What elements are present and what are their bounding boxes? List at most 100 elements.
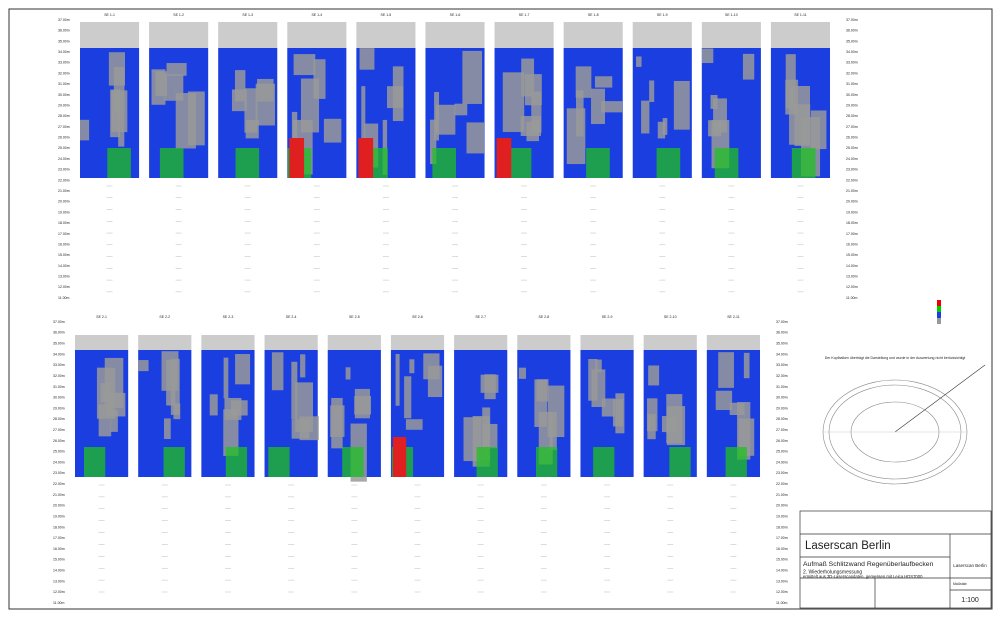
depth-label: 32.00m bbox=[58, 71, 70, 75]
scan-patch bbox=[649, 80, 655, 102]
scan-patch bbox=[591, 88, 605, 125]
scan-patch bbox=[289, 138, 305, 178]
scan-patch bbox=[641, 100, 650, 134]
head bbox=[149, 22, 209, 48]
scan-patch bbox=[729, 402, 745, 416]
scan-patch bbox=[293, 54, 316, 76]
scan-patch bbox=[588, 359, 598, 401]
depth-label: 19.00m bbox=[53, 514, 65, 518]
depth-label: 16.00m bbox=[53, 547, 65, 551]
depth-label: 20.00m bbox=[58, 200, 70, 204]
scan-patch bbox=[594, 76, 613, 88]
color-legend bbox=[937, 300, 941, 324]
head bbox=[80, 22, 140, 48]
depth-label: 27.00m bbox=[846, 125, 858, 129]
depth-label: 23.00m bbox=[58, 168, 70, 172]
scan-patch bbox=[647, 414, 656, 440]
depth-label: 32.00m bbox=[846, 71, 858, 75]
depth-label: 25.00m bbox=[58, 146, 70, 150]
scan-patch bbox=[666, 406, 686, 446]
head bbox=[701, 22, 761, 48]
scan-patch bbox=[96, 367, 116, 419]
head bbox=[770, 22, 830, 48]
depth-label: 14.00m bbox=[776, 568, 788, 572]
panel-label: SE 2-4 bbox=[286, 315, 297, 319]
depth-label: 32.00m bbox=[53, 374, 65, 378]
scan-patch bbox=[244, 88, 258, 133]
depth-label: 29.00m bbox=[776, 406, 788, 410]
panel-label: SE 2-11 bbox=[727, 315, 739, 319]
head bbox=[390, 335, 445, 350]
depth-label: 11.00m bbox=[58, 296, 69, 300]
panel-label: SE 2-2 bbox=[159, 315, 170, 319]
depth-label: 28.00m bbox=[58, 114, 70, 118]
scan-patch bbox=[601, 398, 615, 417]
description: ermittelt aus 3D-Laserscandaten, gemesse… bbox=[803, 574, 923, 579]
scan-patch bbox=[636, 56, 642, 67]
head bbox=[287, 22, 347, 48]
panel-label: SE 2-1 bbox=[96, 315, 107, 319]
depth-label: 35.00m bbox=[846, 39, 858, 43]
depth-label: 21.00m bbox=[53, 493, 65, 497]
depth-label: 34.00m bbox=[53, 352, 65, 356]
depth-label: 21.00m bbox=[776, 493, 788, 497]
scan-patch bbox=[151, 69, 166, 105]
panel-label: SE 1-7 bbox=[519, 13, 530, 17]
scan-patch bbox=[409, 359, 415, 374]
scan-patch bbox=[430, 119, 437, 165]
scan-patch bbox=[382, 119, 388, 175]
panel-label: SE 2-6 bbox=[412, 315, 423, 319]
scale: 1:100 bbox=[961, 597, 979, 604]
depth-label: 11.00m bbox=[846, 296, 857, 300]
depth-label: 37.00m bbox=[846, 18, 858, 22]
scan-patch bbox=[345, 367, 351, 380]
note: Der Kopfbalken überträgt die Darstellung… bbox=[825, 356, 965, 360]
depth-label: 19.00m bbox=[846, 210, 858, 214]
scan-patch bbox=[586, 148, 610, 178]
depth-label: 27.00m bbox=[776, 428, 788, 432]
depth-label: 22.00m bbox=[53, 482, 65, 486]
depth-label: 12.00m bbox=[846, 285, 858, 289]
depth-label: 27.00m bbox=[53, 428, 65, 432]
scan-patch bbox=[163, 447, 185, 477]
depth-label: 21.00m bbox=[846, 189, 858, 193]
depth-label: 31.00m bbox=[846, 82, 858, 86]
scan-patch bbox=[166, 359, 176, 406]
scan-patch bbox=[549, 411, 557, 451]
depth-label: 18.00m bbox=[776, 525, 788, 529]
depth-label: 22.00m bbox=[776, 482, 788, 486]
depth-label: 16.00m bbox=[58, 242, 70, 246]
panel-label: SE 1-6 bbox=[450, 13, 461, 17]
depth-label: 28.00m bbox=[53, 417, 65, 421]
scan-patch bbox=[235, 148, 260, 178]
panel-label: SE 1-8 bbox=[588, 13, 599, 17]
scan-patch bbox=[673, 80, 690, 130]
scan-patch bbox=[531, 91, 542, 133]
scan-patch bbox=[432, 148, 457, 178]
panel-label: SE 1-2 bbox=[173, 13, 184, 17]
scan-patch bbox=[323, 118, 342, 143]
panel-label: SE 1-10 bbox=[725, 13, 738, 17]
head bbox=[327, 335, 381, 350]
head bbox=[356, 22, 416, 48]
panel-label: SE 1-9 bbox=[657, 13, 668, 17]
scan-patch bbox=[392, 66, 404, 122]
depth-label: 15.00m bbox=[776, 558, 788, 562]
scan-patch bbox=[743, 352, 750, 379]
legend-swatch bbox=[937, 312, 941, 318]
panel-label: SE 1-3 bbox=[242, 13, 253, 17]
scan-patch bbox=[358, 138, 374, 178]
scan-patch bbox=[536, 379, 549, 402]
depth-label: 33.00m bbox=[846, 61, 858, 65]
depth-label: 30.00m bbox=[846, 93, 858, 97]
scan-patch bbox=[138, 360, 149, 372]
title: Aufmaß Schlitzwand Regenüberlaufbecken bbox=[803, 561, 934, 568]
depth-label: 36.00m bbox=[58, 29, 70, 33]
scan-patch bbox=[113, 66, 125, 113]
head bbox=[580, 335, 634, 350]
depth-label: 22.00m bbox=[846, 178, 858, 182]
depth-label: 12.00m bbox=[776, 590, 788, 594]
depth-label: 25.00m bbox=[776, 450, 788, 454]
scan-patch bbox=[164, 74, 184, 101]
